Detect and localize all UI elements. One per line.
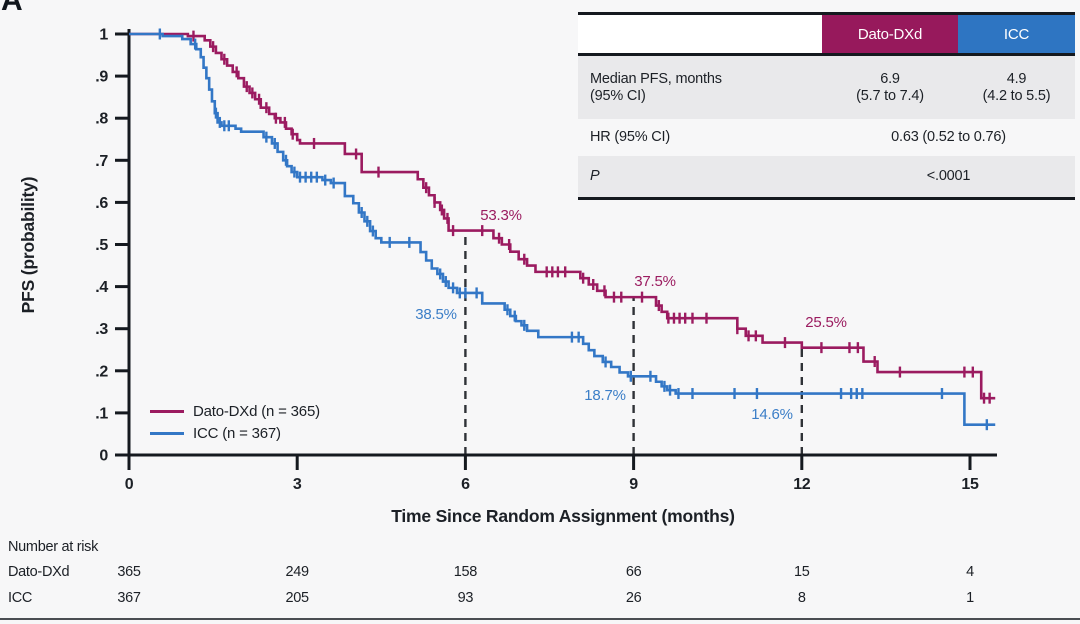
table-bottom-border (578, 197, 1075, 200)
median-pfs-value-icc: 4.9 (4.2 to 5.5) (982, 70, 1051, 104)
annotation-icc-12mo: 14.6% (751, 406, 793, 423)
table-header-border (578, 53, 1075, 56)
number-at-risk-title: Number at risk (8, 539, 99, 555)
legend-item-icc: ICC (n = 367) (150, 424, 320, 442)
annotation-dato-9mo: 37.5% (634, 273, 676, 290)
median-pfs-label: Median PFS, months (95% CI) (578, 71, 822, 105)
x-axis-title: Time Since Random Assignment (months) (391, 506, 735, 526)
median-pfs-label-line2: (95% CI) (590, 87, 646, 104)
median-pfs-value-dato: 6.9 (5.7 to 7.4) (856, 70, 924, 104)
x-tick-label: 0 (125, 476, 134, 493)
y-tick-label: .3 (95, 321, 108, 338)
risk-count: 205 (285, 590, 310, 606)
legend-item-dato-dxd: Dato-DXd (n = 365) (150, 402, 320, 420)
y-tick-label: .6 (95, 195, 108, 212)
y-tick-label: .2 (95, 363, 108, 380)
y-axis-title: PFS (probability) (18, 176, 38, 314)
table-header-spacer (578, 15, 822, 53)
y-tick-label: .7 (95, 153, 108, 170)
legend-line-dato-dxd-icon (150, 409, 184, 413)
median-pfs-label-line1: Median PFS, months (590, 70, 722, 87)
y-tick-label: .9 (95, 69, 108, 86)
risk-row-label-icc: ICC (8, 590, 33, 606)
table-header-icc: ICC (958, 15, 1075, 53)
p-value: <.0001 (926, 168, 971, 184)
x-tick-label: 6 (461, 476, 470, 493)
x-tick-label: 9 (629, 476, 638, 493)
x-tick-label: 12 (793, 476, 811, 493)
y-tick-label: 1 (99, 27, 108, 44)
risk-count: 93 (457, 590, 474, 606)
y-tick-label: 0 (99, 448, 108, 465)
hr-label: HR (95% CI) (590, 129, 670, 145)
km-curve-dato-dxd (129, 32, 996, 400)
y-tick-label: .8 (95, 111, 108, 128)
table-header-dato-dxd: Dato-DXd (822, 15, 958, 53)
risk-count: 4 (966, 564, 974, 580)
x-tick-label: 15 (961, 476, 979, 493)
risk-row-label-dato: Dato-DXd (8, 564, 70, 580)
annotation-dato-12mo: 25.5% (805, 314, 847, 331)
y-tick-label: .5 (95, 237, 108, 254)
risk-count: 1 (966, 590, 974, 606)
annotation-icc-9mo: 18.7% (584, 387, 626, 404)
y-tick-label: .1 (95, 405, 108, 422)
legend-label-dato-dxd: Dato-DXd (n = 365) (193, 402, 320, 420)
figure-bottom-rule (0, 618, 1080, 620)
legend-line-icc-icon (150, 431, 184, 435)
legend-label-icc: ICC (n = 367) (193, 424, 281, 442)
x-tick-label: 3 (293, 476, 302, 493)
table-header-row: Dato-DXd ICC (578, 15, 1075, 53)
risk-count: 367 (117, 590, 141, 606)
panel-label-a: A (1, 0, 23, 17)
y-tick-label: .4 (95, 279, 108, 296)
risk-count: 249 (285, 564, 310, 580)
risk-count: 8 (797, 590, 806, 606)
risk-count: 26 (625, 590, 642, 606)
p-label: P (590, 168, 600, 184)
risk-count: 15 (794, 564, 810, 580)
risk-count: 66 (625, 564, 642, 580)
hr-value: 0.63 (0.52 to 0.76) (891, 129, 1006, 145)
table-top-border (578, 12, 1075, 15)
table-row-p: P <.0001 (578, 156, 1075, 197)
annotation-icc-6mo: 38.5% (415, 306, 457, 323)
risk-count: 365 (117, 564, 141, 580)
table-row-median-pfs: Median PFS, months (95% CI) 6.9 (5.7 to … (578, 56, 1075, 119)
legend: Dato-DXd (n = 365) ICC (n = 367) (150, 402, 320, 442)
table-row-hr: HR (95% CI) 0.63 (0.52 to 0.76) (578, 119, 1075, 156)
annotation-dato-6mo: 53.3% (480, 207, 522, 224)
stats-table: Dato-DXd ICC Median PFS, months (95% CI)… (578, 12, 1075, 200)
risk-count: 158 (453, 564, 478, 580)
